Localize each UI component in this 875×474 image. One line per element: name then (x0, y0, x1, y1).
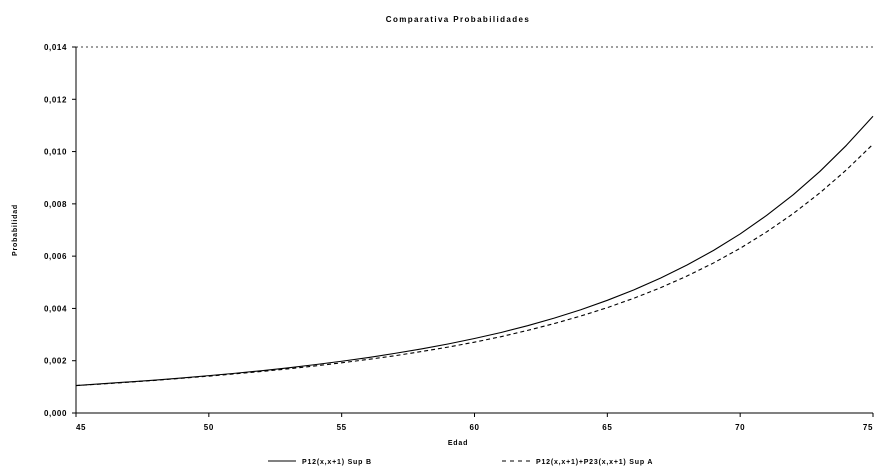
x-tick-label: 65 (602, 423, 612, 432)
x-tick-label: 55 (337, 423, 347, 432)
y-tick-label: 0,006 (44, 252, 67, 261)
y-axis-label: Probabilidad (12, 204, 19, 256)
x-tick-label: 60 (469, 423, 479, 432)
x-tick-label: 50 (204, 423, 214, 432)
legend: P12(x,x+1) Sup B P12(x,x+1)+P23(x,x+1) S… (268, 459, 653, 466)
series-line-1 (75, 115, 874, 387)
x-axis-ticks: 45 50 55 60 65 70 75 (75, 413, 874, 432)
y-tick-label: 0,000 (44, 409, 67, 418)
chart-title: Comparativa Probabilidades (386, 15, 530, 24)
y-tick-label: 0,012 (44, 95, 67, 104)
series-line-2 (75, 143, 874, 387)
y-tick-label: 0,014 (44, 43, 67, 52)
y-tick-label: 0,004 (44, 304, 67, 313)
series-lines (75, 115, 874, 387)
legend-label-series-1: P12(x,x+1) Sup B (302, 459, 372, 466)
x-tick-label: 45 (76, 423, 86, 432)
legend-label-series-2: P12(x,x+1)+P23(x,x+1) Sup A (536, 459, 653, 466)
x-axis-label: Edad (448, 440, 468, 447)
y-tick-label: 0,002 (44, 357, 67, 366)
y-axis-ticks: 0,000 0,002 0,004 0,006 0,008 0,010 0,012 0,014 (44, 43, 76, 418)
y-tick-label: 0,008 (44, 200, 67, 209)
x-tick-label: 75 (863, 423, 873, 432)
x-tick-label: 70 (735, 423, 745, 432)
y-tick-label: 0,010 (44, 148, 67, 157)
